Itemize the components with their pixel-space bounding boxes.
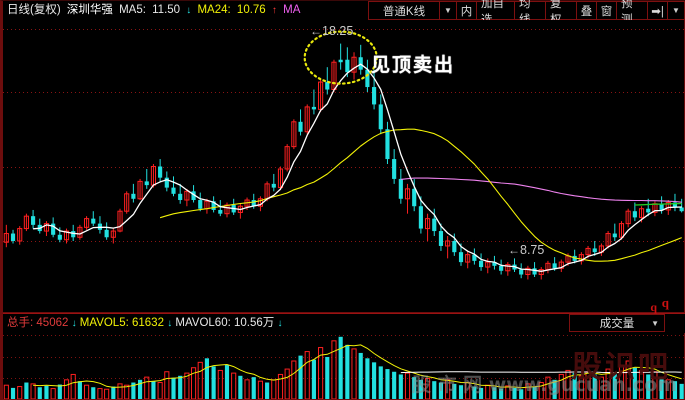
volume-bar-series xyxy=(3,336,684,400)
panel-bottom-border xyxy=(3,312,685,313)
mavol5-value: 61632 xyxy=(132,317,164,329)
volume-chart-panel[interactable] xyxy=(3,333,685,400)
overlay-button[interactable]: 叠 xyxy=(577,1,597,20)
volume-indicator-label: 成交量 xyxy=(599,318,635,330)
mavol5-label: MAVOL5: xyxy=(79,317,129,329)
gridline xyxy=(3,29,685,30)
ma5-arrow-down-icon: ↓ xyxy=(186,5,192,16)
ma24-arrow-up-icon: ↑ xyxy=(271,5,277,16)
gridline xyxy=(3,335,685,336)
volume-indicator-selector[interactable]: 成交量 ▼ xyxy=(569,314,665,332)
ma24-label: MA24: xyxy=(197,4,231,16)
ma-long-label: MA xyxy=(283,4,301,16)
volume-header: 总手: 45062 ↓ MAVOL5: 61632 ↓ MAVOL60: 10.… xyxy=(3,314,685,333)
ma24-value: 10.76 xyxy=(236,4,266,16)
volume-corner-mark: q xyxy=(650,300,657,314)
chart-header: 日线(复权) 深圳华强 MA5: 11.50 ↓ MA24: 10.76 ↑ M… xyxy=(3,0,685,26)
arrow-left-icon: ← xyxy=(310,24,322,38)
chevron-down-icon: ▼ xyxy=(651,318,659,328)
next-arrow-icon[interactable]: ➡| xyxy=(648,1,668,20)
total-volume-value: 45062 xyxy=(36,317,69,329)
gridline xyxy=(3,167,685,168)
moving-average-lines xyxy=(33,30,682,272)
inner-button[interactable]: 内 xyxy=(457,1,477,20)
peak-price-value: 18.25 xyxy=(322,24,354,38)
quote-readout: 日线(复权) 深圳华强 MA5: 11.50 ↓ MA24: 10.76 ↑ M… xyxy=(7,3,303,18)
low-price-callout: ←8.75 xyxy=(508,243,544,257)
mavol60-value: 10.56万 xyxy=(234,317,275,329)
chart-toolbar: 普通K线 ▼ 内 加自选 均线 复权 叠 窗 预测 ➡| ▼ xyxy=(368,0,685,26)
gridline xyxy=(3,241,685,242)
total-volume-arrow-down-icon: ↓ xyxy=(71,318,77,329)
ma5-value: 11.50 xyxy=(152,4,181,16)
sell-signal-annotation: 见顶卖出 xyxy=(371,54,456,76)
forecast-button[interactable]: 预测 xyxy=(617,0,648,26)
period-label[interactable]: 日线(复权) xyxy=(7,4,61,16)
mavol60-arrow-down-icon: ↓ xyxy=(277,318,283,329)
adjust-price-button[interactable]: 复权 xyxy=(546,0,577,26)
highlight-ellipse-icon xyxy=(303,30,378,85)
chevron-down-icon[interactable]: ▼ xyxy=(440,1,457,20)
arrow-left-icon: ← xyxy=(508,243,520,257)
panel-separator xyxy=(3,313,685,314)
chart-type-selector[interactable]: 普通K线 xyxy=(368,1,440,20)
window-button[interactable]: 窗 xyxy=(597,1,617,20)
toolbar-chevron-down-icon[interactable]: ▼ xyxy=(668,1,685,20)
gridline xyxy=(3,357,685,358)
total-volume-label: 总手: xyxy=(7,317,34,329)
stock-name[interactable]: 深圳华强 xyxy=(66,4,113,16)
moving-average-button[interactable]: 均线 xyxy=(515,0,546,26)
price-panel-corner-mark: q xyxy=(661,295,669,310)
gridline xyxy=(3,378,685,379)
price-chart-panel[interactable]: ←18.25 ←8.75 见顶卖出 q xyxy=(3,20,685,313)
volume-readout: 总手: 45062 ↓ MAVOL5: 61632 ↓ MAVOL60: 10.… xyxy=(7,316,282,331)
gridline xyxy=(3,92,685,93)
mavol60-label: MAVOL60: xyxy=(175,317,231,329)
mavol5-arrow-down-icon: ↓ xyxy=(167,318,173,329)
ma5-label: MA5: xyxy=(119,4,146,16)
peak-price-callout: ←18.25 xyxy=(310,24,353,38)
add-watchlist-button[interactable]: 加自选 xyxy=(477,0,515,26)
low-price-value: 8.75 xyxy=(520,243,545,257)
